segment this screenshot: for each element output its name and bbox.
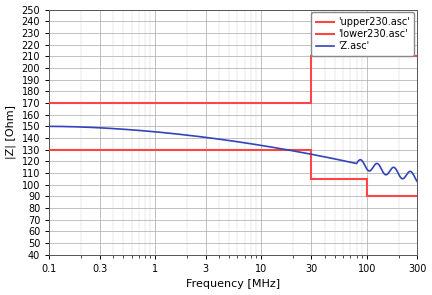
'upper230.asc' bbox=[309, 101, 314, 105]
'Z.asc' bbox=[415, 180, 420, 183]
Line: 'lower230.asc': 'lower230.asc' bbox=[49, 150, 417, 196]
'Z.asc' bbox=[226, 139, 231, 142]
Legend: 'upper230.asc', 'lower230.asc', 'Z.asc': 'upper230.asc', 'lower230.asc', 'Z.asc' bbox=[311, 12, 414, 56]
'lower230.asc' bbox=[309, 177, 314, 181]
'upper230.asc' bbox=[309, 55, 314, 58]
'lower230.asc' bbox=[364, 177, 369, 181]
'Z.asc' bbox=[66, 125, 71, 128]
Line: 'upper230.asc': 'upper230.asc' bbox=[49, 56, 417, 103]
'Z.asc' bbox=[337, 158, 342, 162]
'lower230.asc' bbox=[309, 148, 314, 152]
'upper230.asc' bbox=[415, 55, 420, 58]
'Z.asc' bbox=[404, 173, 409, 176]
'lower230.asc' bbox=[47, 148, 52, 152]
'lower230.asc' bbox=[415, 195, 420, 198]
Y-axis label: |Z| [Ohm]: |Z| [Ohm] bbox=[6, 105, 16, 159]
'Z.asc' bbox=[216, 137, 221, 141]
'Z.asc' bbox=[47, 124, 52, 128]
'lower230.asc' bbox=[364, 195, 369, 198]
'upper230.asc' bbox=[47, 101, 52, 105]
Line: 'Z.asc': 'Z.asc' bbox=[49, 126, 417, 182]
X-axis label: Frequency [MHz]: Frequency [MHz] bbox=[186, 279, 280, 289]
'Z.asc' bbox=[404, 173, 409, 177]
